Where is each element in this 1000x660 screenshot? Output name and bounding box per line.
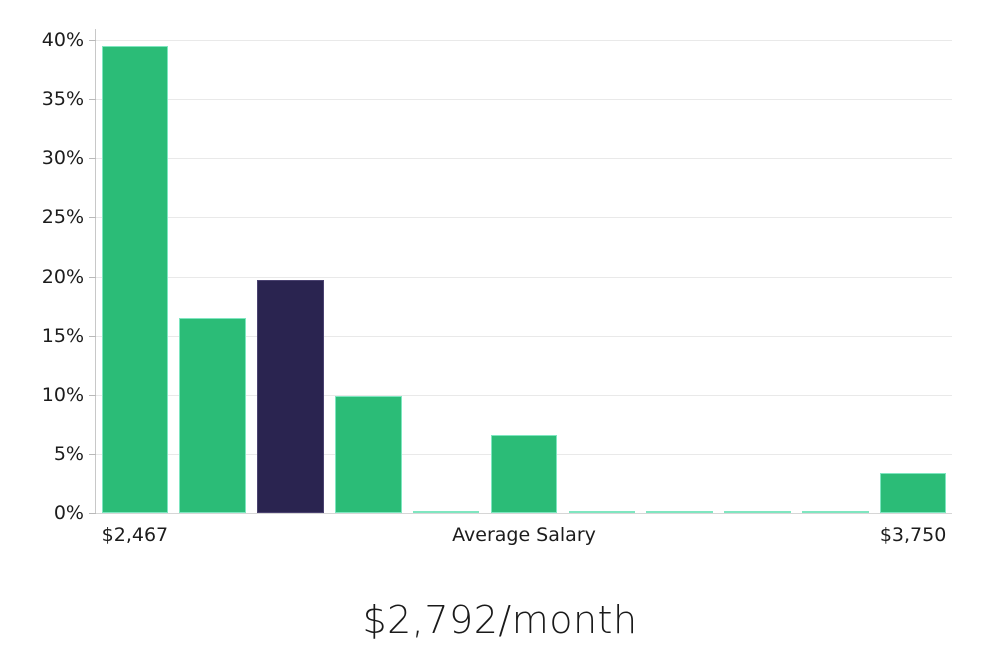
- gridline: [96, 276, 952, 278]
- gridline: [96, 335, 952, 337]
- y-tick-mark: [89, 158, 96, 160]
- gridline: [96, 394, 952, 396]
- y-tick-label: 35%: [41, 88, 84, 111]
- bar: [335, 395, 402, 513]
- gridline: [96, 513, 952, 514]
- x-axis-labels: $2,467 Average Salary $3,750: [96, 524, 952, 558]
- y-tick-label: 25%: [41, 206, 84, 229]
- gridline: [96, 40, 952, 41]
- bar: [802, 511, 869, 513]
- y-tick-label: 10%: [41, 383, 84, 406]
- y-tick-mark: [89, 40, 96, 41]
- bar: [101, 45, 169, 513]
- bar: [568, 510, 636, 513]
- y-tick-mark: [89, 513, 96, 514]
- y-tick-mark: [89, 276, 96, 278]
- gridline: [96, 217, 952, 219]
- y-tick-label: 15%: [41, 324, 84, 347]
- bars-group: [96, 40, 952, 513]
- gridline: [96, 158, 952, 160]
- y-tick-label: 40%: [41, 29, 84, 51]
- y-tick-label: 30%: [41, 147, 84, 170]
- gridline: [96, 99, 952, 101]
- y-axis-spine: [95, 29, 96, 513]
- y-tick-label: 20%: [41, 265, 84, 288]
- x-axis-label-right: $3,750: [879, 524, 947, 546]
- bar: [490, 434, 558, 513]
- y-tick-mark: [89, 335, 96, 337]
- y-tick-mark: [89, 394, 96, 396]
- bar: [646, 510, 713, 513]
- y-tick-label: 0%: [53, 502, 84, 524]
- bar: [412, 511, 480, 513]
- bar: [724, 510, 791, 513]
- x-axis-label-center: Average Salary: [452, 524, 596, 546]
- y-tick-mark: [89, 99, 96, 101]
- bar: [179, 317, 246, 513]
- chart-caption: $2,792/month: [362, 598, 638, 642]
- bar-highlighted: [257, 280, 324, 513]
- bar: [879, 472, 947, 513]
- x-axis-label-left: $2,467: [101, 524, 169, 546]
- y-tick-label: 5%: [53, 442, 84, 465]
- y-tick-mark: [89, 453, 96, 455]
- plot-area: 0% 5% 10% 15% 20% 25% 30% 35% 40%: [42, 29, 952, 524]
- y-tick-mark: [89, 217, 96, 219]
